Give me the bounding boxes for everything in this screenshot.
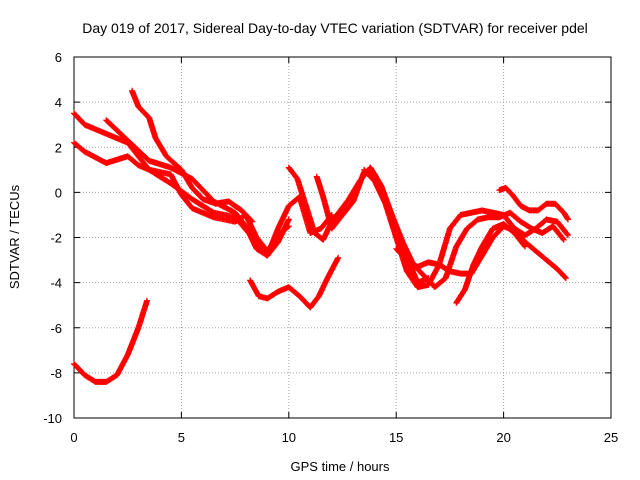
series-trace-10 <box>361 166 571 291</box>
y-tick-labels: -10 -8 -6 -4 -2 0 2 4 6 <box>43 50 62 426</box>
series-trace-1 <box>71 297 150 385</box>
y-axis-label: SDTVAR / TECUs <box>7 184 22 289</box>
data-markers <box>129 87 256 225</box>
data-markers <box>453 221 529 306</box>
y-tick-label: -2 <box>50 231 62 246</box>
data-markers <box>71 139 292 254</box>
x-tick-label: 25 <box>604 430 618 445</box>
data-markers <box>71 297 150 385</box>
y-tick-label: 4 <box>55 95 62 110</box>
data-markers <box>361 166 571 291</box>
series-trace-12 <box>453 221 529 306</box>
axis-ticks <box>73 56 612 419</box>
x-tick-label: 20 <box>496 430 510 445</box>
data-markers <box>247 254 342 311</box>
y-tick-label: -4 <box>50 276 62 291</box>
y-tick-label: 6 <box>55 50 62 65</box>
series-trace-13 <box>496 184 571 223</box>
data-series <box>71 87 571 385</box>
chart-title: Day 019 of 2017, Sidereal Day-to-day VTE… <box>82 20 588 36</box>
y-tick-label: -10 <box>43 411 62 426</box>
y-tick-label: 0 <box>55 185 62 200</box>
x-axis-label: GPS time / hours <box>291 459 390 474</box>
x-tick-label: 15 <box>389 430 403 445</box>
x-tick-label: 0 <box>70 430 77 445</box>
series-trace-2 <box>71 110 335 259</box>
gridlines <box>74 57 611 418</box>
series-trace-5 <box>129 87 256 225</box>
x-tick-labels: 0 5 10 15 20 25 <box>70 430 618 445</box>
x-tick-label: 10 <box>282 430 296 445</box>
x-tick-label: 5 <box>178 430 185 445</box>
data-markers <box>496 184 571 223</box>
series-trace-3 <box>71 139 292 254</box>
y-tick-label: -8 <box>50 366 62 381</box>
series-trace-6 <box>247 254 342 311</box>
y-tick-label: 2 <box>55 140 62 155</box>
y-tick-label: -6 <box>50 321 62 336</box>
data-markers <box>71 110 335 259</box>
